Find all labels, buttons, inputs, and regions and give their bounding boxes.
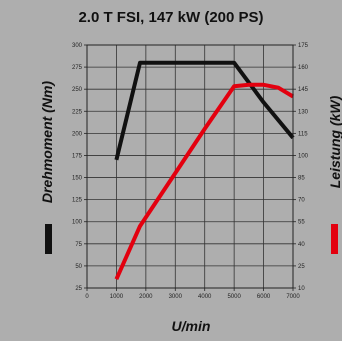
y-right-tick-label: 115 bbox=[298, 131, 308, 137]
x-tick-label: 1000 bbox=[110, 294, 124, 300]
y-right-tick-label: 160 bbox=[298, 65, 309, 71]
y-left-tick-label: 75 bbox=[75, 242, 82, 248]
plot-area bbox=[87, 45, 293, 288]
y-left-tick-label: 125 bbox=[72, 198, 83, 204]
x-tick-label: 6000 bbox=[257, 294, 271, 300]
y-left-tick-label: 50 bbox=[75, 264, 82, 270]
y-left-tick-label: 300 bbox=[72, 43, 83, 49]
y-left-tick-label: 250 bbox=[72, 87, 83, 93]
x-tick-label: 4000 bbox=[198, 294, 212, 300]
y-right-tick-label: 70 bbox=[298, 198, 305, 204]
torque-line bbox=[114, 60, 295, 161]
left-axis-title: Drehmoment (Nm) bbox=[39, 81, 55, 254]
y-left-tick-label: 200 bbox=[72, 131, 83, 137]
right-axis-title: Leistung (kW) bbox=[327, 95, 342, 254]
y-left-axis-label: Drehmoment (Nm) bbox=[39, 81, 55, 203]
y-left-tick-label: 150 bbox=[72, 176, 83, 182]
y-right-tick-label: 40 bbox=[298, 242, 305, 248]
y-right-tick-label: 10 bbox=[298, 286, 305, 292]
y-left-tick-label: 25 bbox=[75, 286, 82, 292]
ticks: 0 1000 2000 3000 4000 5000 6000 7000 25 50 75 100 12… bbox=[72, 43, 309, 300]
y-right-tick-label: 145 bbox=[298, 87, 309, 93]
y-right-tick-label: 130 bbox=[298, 109, 309, 115]
y-left-tick-label: 225 bbox=[72, 109, 83, 115]
y-right-tick-label: 55 bbox=[298, 220, 305, 226]
y-left-tick-label: 100 bbox=[72, 220, 83, 226]
x-tick-label: 2000 bbox=[139, 294, 153, 300]
x-axis-label: U/min bbox=[172, 318, 211, 334]
y-right-axis-label: Leistung (kW) bbox=[327, 95, 342, 188]
x-tick-label: 3000 bbox=[169, 294, 183, 300]
y-right-tick-label: 100 bbox=[298, 153, 309, 159]
y-right-tick-label: 25 bbox=[298, 264, 305, 270]
x-tick-label: 7000 bbox=[286, 294, 300, 300]
x-tick-label: 5000 bbox=[227, 294, 241, 300]
y-right-tick-label: 85 bbox=[298, 176, 305, 182]
y-left-tick-label: 275 bbox=[72, 65, 83, 71]
power-line bbox=[114, 82, 295, 281]
chart-title: 2.0 T FSI, 147 kW (200 PS) bbox=[78, 9, 263, 26]
power-legend-swatch bbox=[331, 224, 338, 254]
plot-frame bbox=[86, 44, 294, 289]
series-layer bbox=[114, 60, 295, 281]
y-right-tick-label: 175 bbox=[298, 43, 309, 49]
y-left-tick-label: 175 bbox=[72, 153, 83, 159]
torque-legend-swatch bbox=[45, 224, 52, 254]
x-tick-label: 0 bbox=[85, 294, 89, 300]
